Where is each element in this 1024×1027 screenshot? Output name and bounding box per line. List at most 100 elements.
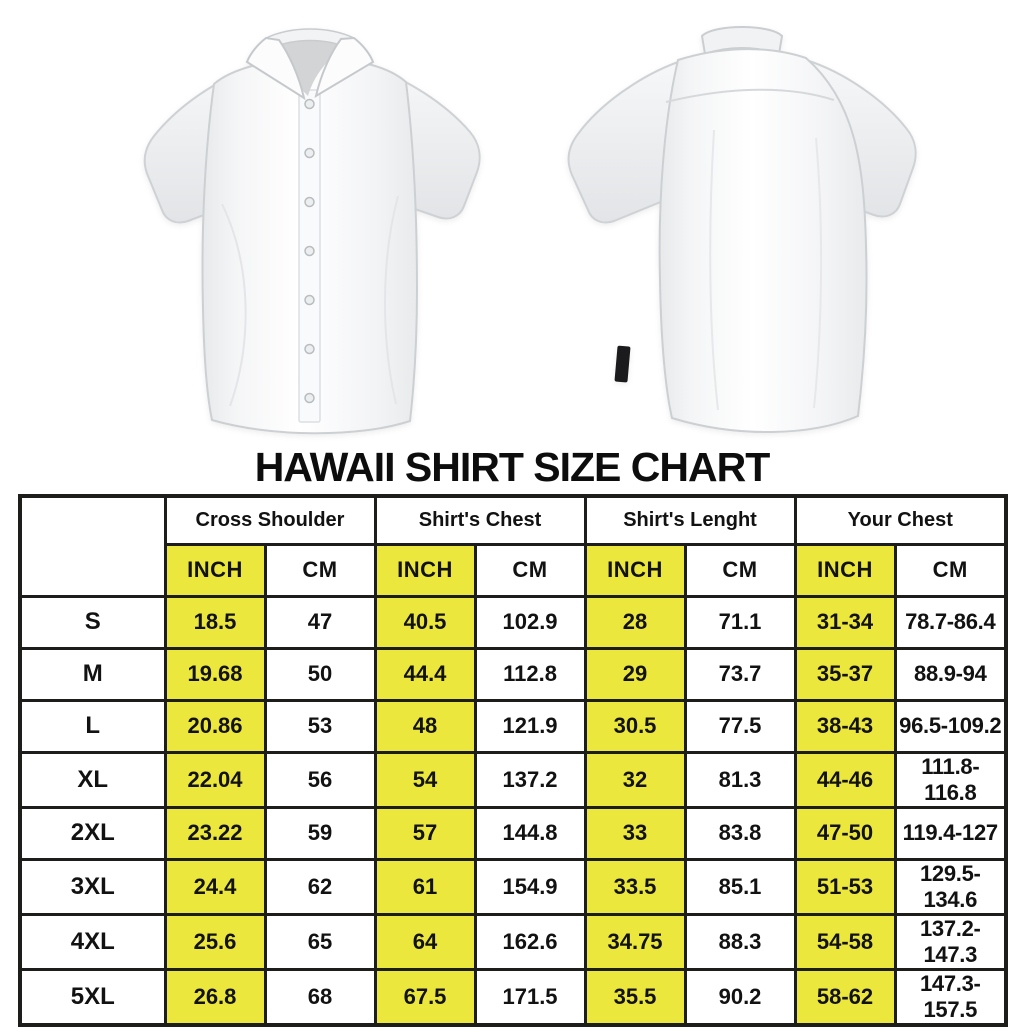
value-cell: 44-46 bbox=[793, 750, 897, 809]
table-row-xl: XL 22.04 56 54 137.2 32 81.3 44-46 111.8… bbox=[18, 750, 1008, 809]
size-chart-table: Cross Shoulder Shirt's Chest Shirt's Len… bbox=[18, 494, 1009, 1027]
value-cell: 25.6 bbox=[163, 912, 267, 971]
value-cell: 32 bbox=[583, 750, 687, 809]
header-group-row: Cross Shoulder Shirt's Chest Shirt's Len… bbox=[18, 494, 1008, 598]
value-cell: 71.1 bbox=[683, 594, 797, 650]
value-cell: 33.5 bbox=[583, 857, 687, 916]
size-label: L bbox=[18, 698, 167, 754]
size-label: 3XL bbox=[18, 857, 167, 916]
unit-header-cm: CM bbox=[893, 542, 1008, 598]
header-unit-row: INCH CM INCH CM INCH CM INCH CM bbox=[20, 542, 1008, 598]
value-cell: 67.5 bbox=[373, 967, 477, 1026]
unit-header-cm: CM bbox=[263, 542, 377, 598]
value-cell: 38-43 bbox=[793, 698, 897, 754]
unit-header-cm: CM bbox=[473, 542, 587, 598]
value-cell: 34.75 bbox=[583, 912, 687, 971]
value-cell: 90.2 bbox=[683, 967, 797, 1026]
value-cell: 162.6 bbox=[473, 912, 587, 971]
value-cell: 35.5 bbox=[583, 967, 687, 1026]
value-cell: 121.9 bbox=[473, 698, 587, 754]
value-cell: 62 bbox=[263, 857, 377, 916]
value-cell: 137.2 bbox=[473, 750, 587, 809]
value-cell: 24.4 bbox=[163, 857, 267, 916]
value-cell: 50 bbox=[263, 646, 377, 702]
size-label: M bbox=[18, 646, 167, 702]
value-cell: 58-62 bbox=[793, 967, 897, 1026]
unit-header-inch: INCH bbox=[163, 542, 267, 598]
shirt-collar bbox=[245, 28, 375, 101]
unit-header-inch: INCH bbox=[583, 542, 687, 598]
value-cell: 26.8 bbox=[163, 967, 267, 1026]
col-group-cross-shoulder: Cross Shoulder bbox=[163, 494, 377, 546]
value-cell: 47 bbox=[263, 594, 377, 650]
value-cell: 85.1 bbox=[683, 857, 797, 916]
value-cell: 102.9 bbox=[473, 594, 587, 650]
value-cell: 83.8 bbox=[683, 805, 797, 861]
value-cell: 18.5 bbox=[163, 594, 267, 650]
size-label: 4XL bbox=[18, 912, 167, 971]
table-row-m: M 19.68 50 44.4 112.8 29 73.7 35-37 88.9… bbox=[18, 646, 1008, 702]
value-cell: 144.8 bbox=[473, 805, 587, 861]
table-row-l: L 20.86 53 48 121.9 30.5 77.5 38-43 96.5… bbox=[18, 698, 1008, 754]
value-cell: 48 bbox=[373, 698, 477, 754]
shirt-back-fold-lines bbox=[709, 129, 823, 411]
value-cell: 73.7 bbox=[683, 646, 797, 702]
size-label: XL bbox=[18, 750, 167, 809]
table-row-5xl: 5XL 26.8 68 67.5 171.5 35.5 90.2 58-62 1… bbox=[18, 967, 1008, 1026]
unit-header-inch: INCH bbox=[793, 542, 897, 598]
unit-header-inch: INCH bbox=[373, 542, 477, 598]
size-label: 2XL bbox=[18, 805, 167, 861]
col-group-your-chest: Your Chest bbox=[793, 494, 1008, 546]
value-cell: 88.3 bbox=[683, 912, 797, 971]
value-cell: 68 bbox=[263, 967, 377, 1026]
shirt-back-body bbox=[658, 48, 868, 433]
shirt-back-image bbox=[567, 26, 917, 433]
value-cell: 96.5-109.2 bbox=[893, 698, 1008, 754]
value-cell: 111.8-116.8 bbox=[893, 750, 1008, 809]
shirt-back-yoke-seam bbox=[665, 88, 835, 103]
table-row-4xl: 4XL 25.6 65 64 162.6 34.75 88.3 54-58 13… bbox=[18, 912, 1008, 971]
col-group-shirts-chest: Shirt's Chest bbox=[373, 494, 587, 546]
value-cell: 20.86 bbox=[163, 698, 267, 754]
value-cell: 154.9 bbox=[473, 857, 587, 916]
value-cell: 33 bbox=[583, 805, 687, 861]
value-cell: 112.8 bbox=[473, 646, 587, 702]
value-cell: 61 bbox=[373, 857, 477, 916]
value-cell: 88.9-94 bbox=[893, 646, 1008, 702]
value-cell: 147.3-157.5 bbox=[893, 967, 1008, 1026]
value-cell: 28 bbox=[583, 594, 687, 650]
value-cell: 29 bbox=[583, 646, 687, 702]
table-row-3xl: 3XL 24.4 62 61 154.9 33.5 85.1 51-53 129… bbox=[18, 857, 1008, 916]
value-cell: 65 bbox=[263, 912, 377, 971]
value-cell: 19.68 bbox=[163, 646, 267, 702]
page-title: HAWAII SHIRT SIZE CHART bbox=[254, 444, 771, 490]
size-label: 5XL bbox=[18, 967, 167, 1026]
value-cell: 77.5 bbox=[683, 698, 797, 754]
value-cell: 137.2-147.3 bbox=[893, 912, 1008, 971]
table-row-s: S 18.5 47 40.5 102.9 28 71.1 31-34 78.7-… bbox=[18, 594, 1008, 650]
value-cell: 54-58 bbox=[793, 912, 897, 971]
size-label: S bbox=[18, 594, 167, 650]
value-cell: 129.5-134.6 bbox=[893, 857, 1008, 916]
value-cell: 56 bbox=[263, 750, 377, 809]
value-cell: 23.22 bbox=[163, 805, 267, 861]
value-cell: 81.3 bbox=[683, 750, 797, 809]
value-cell: 53 bbox=[263, 698, 377, 754]
shirt-front-image bbox=[143, 28, 481, 435]
value-cell: 171.5 bbox=[473, 967, 587, 1026]
value-cell: 22.04 bbox=[163, 750, 267, 809]
shirt-front-fold-lines bbox=[221, 195, 399, 407]
value-cell: 47-50 bbox=[793, 805, 897, 861]
table-row-2xl: 2XL 23.22 59 57 144.8 33 83.8 47-50 119.… bbox=[18, 805, 1008, 861]
shirt-back-tag bbox=[614, 345, 631, 383]
value-cell: 30.5 bbox=[583, 698, 687, 754]
col-group-shirts-lenght: Shirt's Lenght bbox=[583, 494, 797, 546]
corner-cell bbox=[18, 494, 167, 598]
value-cell: 40.5 bbox=[373, 594, 477, 650]
value-cell: 57 bbox=[373, 805, 477, 861]
value-cell: 54 bbox=[373, 750, 477, 809]
shirt-buttons bbox=[304, 98, 315, 404]
value-cell: 59 bbox=[263, 805, 377, 861]
value-cell: 44.4 bbox=[373, 646, 477, 702]
